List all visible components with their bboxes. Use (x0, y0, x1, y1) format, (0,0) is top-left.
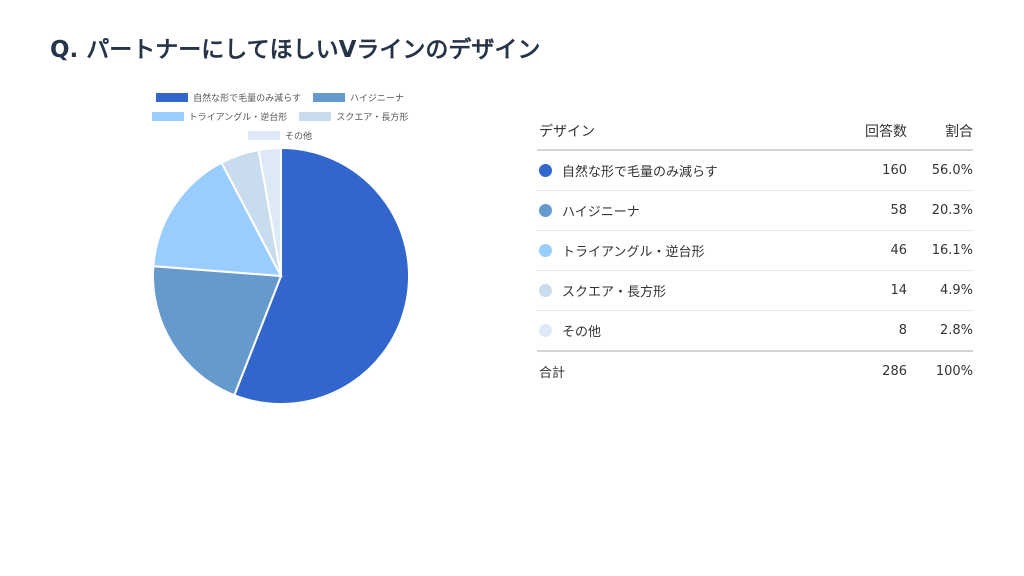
legend-row-2: トライアングル・逆台形 スクエア・長方形 (100, 107, 460, 126)
table-total-row: 合計 286 100% (537, 350, 973, 390)
row-ratio: 56.0% (931, 163, 973, 178)
table-row: スクエア・長方形 14 4.9% (537, 271, 973, 311)
row-label-cell: スクエア・長方形 (537, 281, 817, 300)
row-label-cell: ハイジニーナ (537, 201, 817, 220)
legend-item-natural[interactable]: 自然な形で毛量のみ減らす (156, 91, 301, 104)
row-label-cell: トライアングル・逆台形 (537, 241, 817, 260)
row-count: 58 (890, 203, 907, 218)
row-label: ハイジニーナ (562, 205, 640, 220)
legend-label-hygienic: ハイジニーナ (350, 94, 404, 104)
pie-slice-other[interactable] (257, 146, 282, 277)
legend-item-square[interactable]: スクエア・長方形 (299, 110, 408, 123)
header-ratio: 割合 (945, 124, 973, 140)
row-count: 14 (890, 283, 907, 298)
legend-swatch-natural (156, 93, 189, 102)
pie-slice-hygienic[interactable] (152, 265, 283, 397)
legend-item-other[interactable]: その他 (247, 129, 312, 142)
header-count: 回答数 (865, 124, 907, 140)
results-table: デザイン 回答数 割合 自然な形で毛量のみ減らす 160 56.0% ハイジニー… (537, 113, 973, 390)
row-count: 160 (882, 163, 907, 178)
table-row: その他 8 2.8% (537, 311, 973, 350)
row-count: 8 (898, 323, 907, 338)
table-row: トライアングル・逆台形 46 16.1% (537, 231, 973, 271)
legend-swatch-triangle (151, 112, 184, 121)
table-row: ハイジニーナ 58 20.3% (537, 191, 973, 231)
total-ratio: 100% (935, 363, 973, 379)
page-title: Q. パートナーにしてほしいVラインのデザイン (50, 37, 541, 63)
legend-label-square: スクエア・長方形 (336, 113, 409, 123)
total-count: 286 (882, 363, 907, 379)
legend-row-3: その他 (100, 126, 460, 145)
row-label: トライアングル・逆台形 (562, 245, 705, 260)
row-count: 46 (890, 243, 907, 258)
row-label-cell: その他 (537, 321, 817, 340)
table-header: デザイン 回答数 割合 (537, 113, 973, 151)
color-dot (539, 244, 552, 257)
legend-swatch-square (299, 112, 332, 121)
row-label: 自然な形で毛量のみ減らす (562, 165, 718, 180)
legend-label-other: その他 (284, 132, 312, 142)
total-label: 合計 (539, 365, 566, 381)
row-ratio: 20.3% (931, 203, 973, 218)
legend-swatch-other (247, 131, 280, 140)
legend-label-triangle: トライアングル・逆台形 (188, 113, 288, 123)
color-dot (539, 324, 552, 337)
pie-slice-triangle[interactable] (152, 161, 283, 278)
row-label-cell: 自然な形で毛量のみ減らす (537, 161, 817, 180)
chart-legend: 自然な形で毛量のみ減らす ハイジニーナ トライアングル・逆台形 スクエア・長方形… (100, 88, 460, 145)
row-ratio: 4.9% (939, 283, 973, 298)
row-label: スクエア・長方形 (562, 285, 667, 300)
header-design: デザイン (539, 124, 595, 140)
legend-swatch-hygienic (313, 93, 345, 102)
row-ratio: 16.1% (931, 243, 973, 258)
color-dot (539, 204, 552, 217)
color-dot (539, 284, 552, 297)
legend-label-natural: 自然な形で毛量のみ減らす (193, 94, 301, 104)
row-label: その他 (562, 325, 602, 340)
legend-item-triangle[interactable]: トライアングル・逆台形 (151, 110, 288, 123)
row-ratio: 2.8% (939, 323, 973, 338)
pie-slice-natural[interactable] (233, 146, 410, 405)
legend-row-1: 自然な形で毛量のみ減らす ハイジニーナ (100, 88, 460, 107)
color-dot (539, 164, 552, 177)
legend-item-hygienic[interactable]: ハイジニーナ (313, 91, 404, 104)
table-row: 自然な形で毛量のみ減らす 160 56.0% (537, 151, 973, 191)
